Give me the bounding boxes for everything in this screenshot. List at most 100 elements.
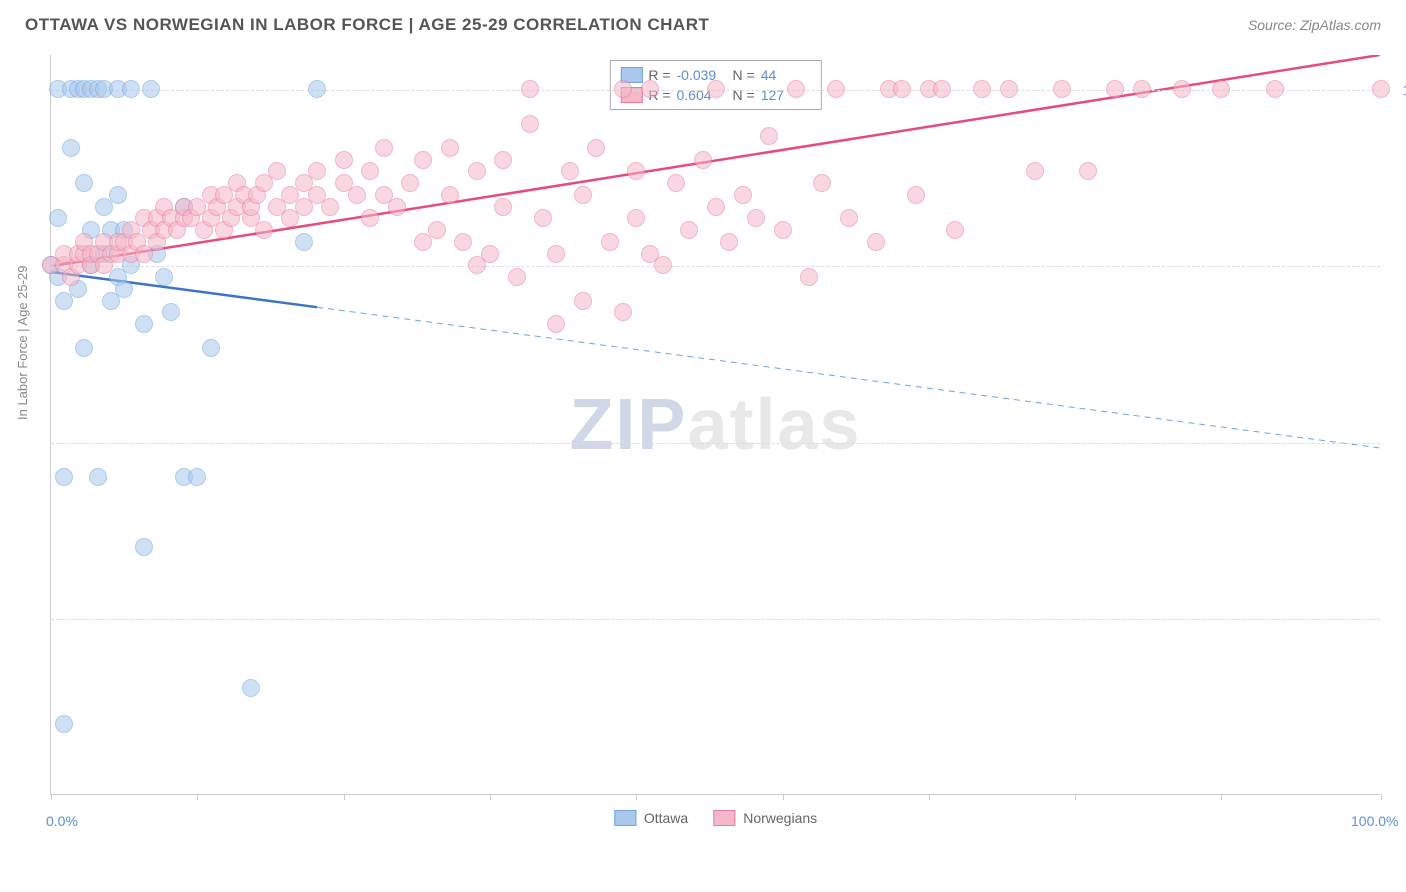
x-tick — [1075, 794, 1076, 800]
scatter-point — [1266, 80, 1284, 98]
scatter-point — [787, 80, 805, 98]
scatter-point — [946, 221, 964, 239]
gridline — [51, 266, 1380, 267]
scatter-point — [155, 268, 173, 286]
gridline — [51, 619, 1380, 620]
footer-legend-item: Norwegians — [713, 810, 817, 826]
scatter-point — [348, 186, 366, 204]
scatter-point — [242, 679, 260, 697]
scatter-point — [893, 80, 911, 98]
scatter-point — [840, 209, 858, 227]
scatter-point — [561, 162, 579, 180]
scatter-point — [75, 339, 93, 357]
scatter-point — [747, 209, 765, 227]
x-tick — [490, 794, 491, 800]
watermark: ZIPatlas — [569, 384, 861, 466]
scatter-point — [680, 221, 698, 239]
scatter-point — [49, 209, 67, 227]
scatter-point — [1212, 80, 1230, 98]
scatter-point — [308, 162, 326, 180]
scatter-point — [694, 151, 712, 169]
scatter-point — [973, 80, 991, 98]
scatter-point — [494, 198, 512, 216]
scatter-point — [75, 174, 93, 192]
scatter-point — [587, 139, 605, 157]
legend-swatch — [614, 810, 636, 826]
scatter-point — [707, 198, 725, 216]
scatter-point — [827, 80, 845, 98]
scatter-point — [295, 233, 313, 251]
scatter-point — [521, 115, 539, 133]
scatter-point — [122, 80, 140, 98]
scatter-point — [401, 174, 419, 192]
scatter-point — [268, 162, 286, 180]
scatter-point — [414, 151, 432, 169]
y-axis-label: In Labor Force | Age 25-29 — [15, 266, 30, 420]
x-tick — [197, 794, 198, 800]
legend-label: Norwegians — [743, 810, 817, 826]
x-tick — [783, 794, 784, 800]
chart-header: OTTAWA VS NORWEGIAN IN LABOR FORCE | AGE… — [0, 0, 1406, 45]
scatter-point — [1026, 162, 1044, 180]
footer-legend-item: Ottawa — [614, 810, 688, 826]
scatter-point — [109, 186, 127, 204]
y-tick-label: 100.0% — [1403, 82, 1406, 98]
scatter-point — [720, 233, 738, 251]
scatter-point — [627, 209, 645, 227]
scatter-point — [760, 127, 778, 145]
scatter-point — [441, 186, 459, 204]
scatter-point — [1106, 80, 1124, 98]
scatter-point — [574, 186, 592, 204]
scatter-point — [521, 80, 539, 98]
scatter-point — [62, 139, 80, 157]
chart-title: OTTAWA VS NORWEGIAN IN LABOR FORCE | AGE… — [25, 15, 709, 35]
n-value: 44 — [761, 67, 811, 83]
scatter-point — [614, 80, 632, 98]
scatter-point — [115, 280, 133, 298]
scatter-point — [654, 256, 672, 274]
x-tick — [636, 794, 637, 800]
scatter-point — [1173, 80, 1191, 98]
scatter-point — [202, 339, 220, 357]
n-label: N = — [733, 67, 755, 83]
scatter-point — [89, 468, 107, 486]
scatter-point — [667, 174, 685, 192]
scatter-point — [1000, 80, 1018, 98]
scatter-point — [800, 268, 818, 286]
scatter-point — [867, 233, 885, 251]
scatter-point — [481, 245, 499, 263]
scatter-point — [162, 303, 180, 321]
scatter-point — [1372, 80, 1390, 98]
scatter-point — [335, 151, 353, 169]
scatter-point — [55, 715, 73, 733]
scatter-point — [135, 538, 153, 556]
scatter-point — [627, 162, 645, 180]
legend-label: Ottawa — [644, 810, 688, 826]
legend-swatch — [713, 810, 735, 826]
x-tick — [344, 794, 345, 800]
scatter-point — [428, 221, 446, 239]
scatter-point — [774, 221, 792, 239]
x-tick — [51, 794, 52, 800]
scatter-point — [55, 468, 73, 486]
scatter-point — [1053, 80, 1071, 98]
x-tick-label: 0.0% — [46, 813, 78, 829]
scatter-point — [534, 209, 552, 227]
scatter-point — [375, 139, 393, 157]
scatter-point — [468, 162, 486, 180]
scatter-point — [454, 233, 472, 251]
x-tick — [929, 794, 930, 800]
scatter-point — [641, 80, 659, 98]
scatter-point — [907, 186, 925, 204]
scatter-point — [388, 198, 406, 216]
scatter-point — [255, 221, 273, 239]
chart-source: Source: ZipAtlas.com — [1248, 17, 1381, 33]
scatter-point — [707, 80, 725, 98]
x-tick — [1381, 794, 1382, 800]
x-tick-label: 100.0% — [1351, 813, 1398, 829]
scatter-point — [734, 186, 752, 204]
scatter-point — [508, 268, 526, 286]
scatter-point — [135, 315, 153, 333]
scatter-point — [813, 174, 831, 192]
gridline — [51, 443, 1380, 444]
